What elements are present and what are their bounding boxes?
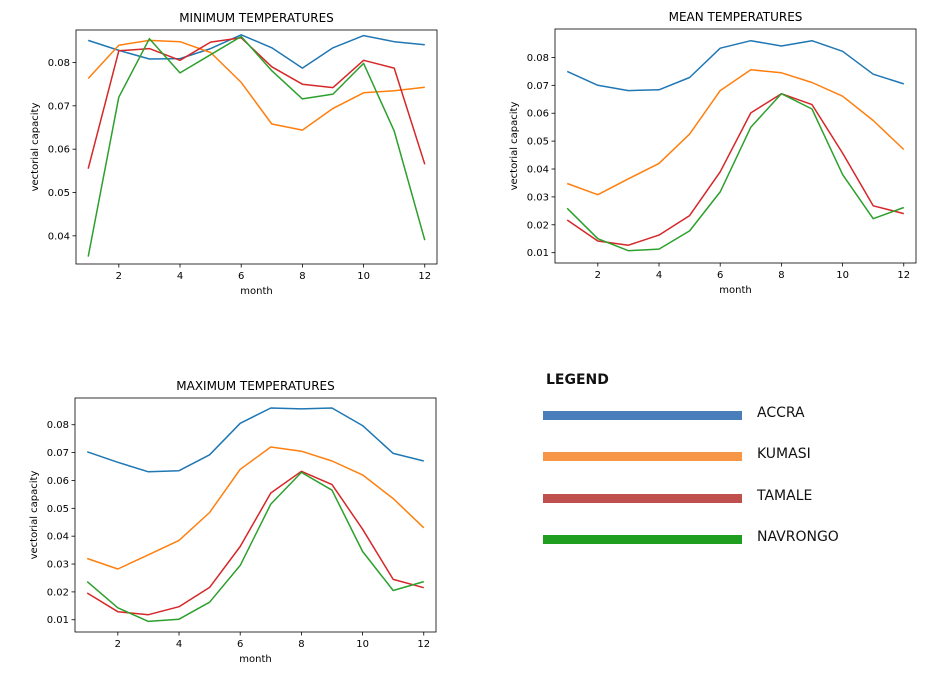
series-line-navrongo — [86, 471, 425, 623]
x-tick-label: 4 — [177, 271, 183, 282]
x-tick-label: 6 — [238, 271, 244, 282]
x-axis-label: month — [240, 286, 272, 297]
plot-frame — [75, 29, 438, 265]
series-line-navrongo — [566, 92, 905, 252]
y-tick-label: 0.04 — [48, 231, 70, 242]
y-tick-label: 0.05 — [48, 188, 70, 199]
y-tick-label: 0.06 — [47, 476, 69, 487]
y-tick-label: 0.02 — [527, 220, 549, 231]
legend-swatch-tamale — [543, 494, 742, 503]
x-tick-label: 6 — [237, 639, 243, 650]
chart-svg-minimum: MINIMUM TEMPERATURES 2 4 6 8 10 12 0.04 0.05 0.06… — [30, 11, 438, 297]
series-line-kumasi — [87, 39, 425, 131]
y-tick-label: 0.03 — [47, 560, 69, 571]
y-tick-label: 0.06 — [527, 109, 549, 120]
x-axis-label: month — [719, 285, 751, 296]
chart-svg-maximum: MAXIMUM TEMPERATURES 2 4 6 8 10 12 0.01 0.02 0.03… — [29, 379, 437, 665]
y-tick-label: 0.07 — [527, 81, 549, 92]
x-tick-label: 12 — [417, 639, 430, 650]
y-tick-label: 0.04 — [527, 165, 549, 176]
series-line-accra — [87, 34, 425, 69]
chart-title: MEAN TEMPERATURES — [669, 10, 803, 24]
legend-item-navrongo: NAVRONGO — [543, 529, 883, 546]
x-tick-label: 10 — [836, 270, 849, 281]
x-tick-label: 2 — [115, 639, 121, 650]
plot-frame — [554, 28, 917, 264]
chart-maximum-temperatures: MAXIMUM TEMPERATURES 2 4 6 8 10 12 0.01 0.02 0.03… — [0, 370, 471, 677]
y-tick-label: 0.05 — [47, 504, 69, 515]
legend-item-tamale: TAMALE — [543, 488, 883, 505]
x-tick-label: 8 — [299, 271, 305, 282]
x-tick-label: 8 — [778, 270, 784, 281]
legend-label-tamale: TAMALE — [757, 488, 813, 504]
series-line-tamale — [566, 92, 904, 246]
y-tick-label: 0.01 — [47, 615, 69, 626]
legend-label-navrongo: NAVRONGO — [757, 529, 839, 545]
chart-title: MAXIMUM TEMPERATURES — [176, 379, 335, 393]
x-tick-label: 2 — [595, 270, 601, 281]
y-tick-label: 0.08 — [47, 420, 69, 431]
y-tick-label: 0.08 — [48, 58, 70, 69]
legend-swatch-navrongo — [543, 535, 742, 544]
y-tick-label: 0.06 — [48, 145, 70, 156]
legend-item-kumasi: KUMASI — [543, 446, 883, 463]
series-line-navrongo — [87, 35, 426, 257]
series-line-kumasi — [86, 446, 425, 570]
y-tick-label: 0.03 — [527, 192, 549, 203]
x-axis-label: month — [239, 654, 271, 665]
x-tick-label: 4 — [176, 639, 182, 650]
y-axis-label: vectorial capacity — [30, 103, 41, 192]
x-tick-label: 12 — [418, 271, 431, 282]
y-tick-label: 0.01 — [527, 248, 549, 259]
legend: LEGEND ACCRA KUMASI TAMALE NAVRONGO — [540, 370, 900, 570]
legend-swatch-kumasi — [543, 452, 742, 461]
y-tick-label: 0.02 — [47, 587, 69, 598]
y-axis-label: vectorial capacity — [29, 471, 40, 560]
x-tick-label: 6 — [717, 270, 723, 281]
legend-swatch-accra — [543, 411, 742, 420]
x-tick-label: 10 — [356, 639, 369, 650]
x-tick-label: 8 — [298, 639, 304, 650]
series-line-tamale — [86, 470, 424, 616]
x-tick-label: 10 — [357, 271, 370, 282]
y-tick-label: 0.04 — [47, 532, 69, 543]
y-axis-label: vectorial capacity — [509, 102, 520, 191]
x-tick-label: 2 — [116, 271, 122, 282]
x-tick-label: 4 — [656, 270, 662, 281]
legend-title: LEGEND — [546, 372, 609, 388]
y-tick-label: 0.07 — [47, 448, 69, 459]
chart-svg-mean: MEAN TEMPERATURES 2 4 6 8 10 12 0.01 0.02 0.03 0.0… — [509, 10, 917, 296]
chart-minimum-temperatures: MINIMUM TEMPERATURES 2 4 6 8 10 12 0.04 0.05 0.06… — [0, 0, 471, 330]
y-tick-label: 0.05 — [527, 137, 549, 148]
legend-item-accra: ACCRA — [543, 405, 883, 422]
chart-mean-temperatures: MEAN TEMPERATURES 2 4 6 8 10 12 0.01 0.02 0.03 0.0… — [471, 0, 942, 330]
series-line-kumasi — [566, 68, 905, 196]
y-tick-label: 0.07 — [48, 101, 70, 112]
series-line-accra — [86, 407, 424, 473]
x-tick-label: 12 — [897, 270, 910, 281]
series-line-accra — [566, 39, 905, 92]
plot-frame — [74, 397, 437, 633]
legend-label-accra: ACCRA — [757, 405, 805, 421]
y-tick-label: 0.08 — [527, 53, 549, 64]
legend-label-kumasi: KUMASI — [757, 446, 811, 462]
chart-title: MINIMUM TEMPERATURES — [179, 11, 334, 25]
